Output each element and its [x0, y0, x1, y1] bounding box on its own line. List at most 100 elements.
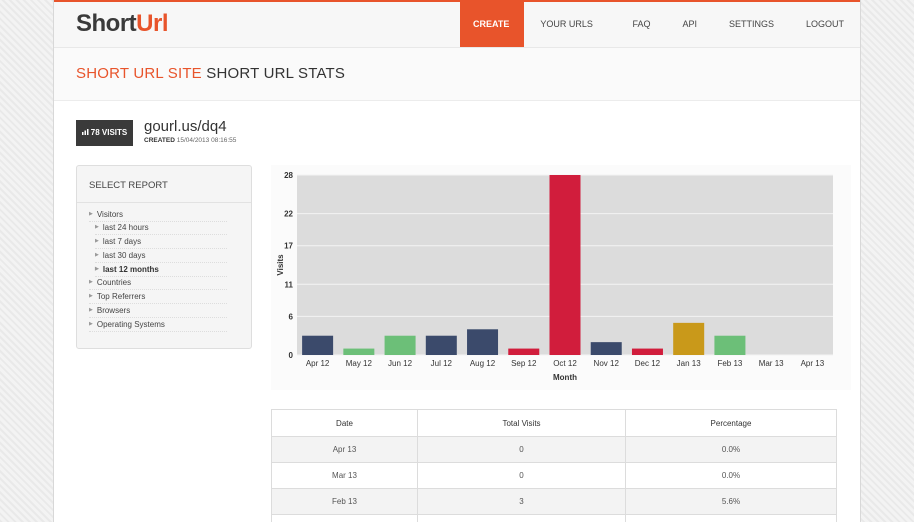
report-item-countries[interactable]: ▶ Countries — [89, 276, 227, 290]
table-cell: Apr 13 — [271, 436, 418, 463]
nav-logout[interactable]: LOGOUT — [805, 19, 844, 29]
x-axis-title: Month — [553, 373, 577, 382]
nav-settings[interactable]: SETTINGS — [728, 19, 774, 29]
y-tick-label: 17 — [284, 242, 293, 251]
report-item-label: Countries — [96, 278, 132, 287]
report-item-label: Visitors — [96, 210, 123, 219]
caret-right-icon: ▶ — [95, 252, 99, 259]
nav-your-urls-admin[interactable]: YOUR URLS (ADMIN) — [540, 19, 593, 74]
bar — [673, 322, 705, 355]
y-tick-label: 6 — [289, 312, 294, 321]
table-row: Mar 13 0 0.0% — [271, 462, 837, 489]
short-url-title: gourl.us/dq4 — [144, 118, 227, 135]
page-title-section: SHORT URL STATS — [206, 65, 346, 82]
x-tick-label: Aug 12 — [470, 359, 496, 368]
select-report-title: SELECT REPORT — [89, 180, 168, 191]
report-item-label: last 24 hours — [102, 223, 149, 232]
logo-part-1: Short — [76, 10, 137, 37]
y-tick-label: 28 — [284, 171, 293, 180]
column-header[interactable]: Percentage — [625, 409, 837, 437]
table-row: Feb 13 3 5.6% — [271, 488, 837, 515]
y-tick-label: 0 — [289, 351, 294, 360]
column-header[interactable]: Date — [271, 409, 418, 437]
x-tick-label: Mar 13 — [759, 359, 784, 368]
table-cell: Mar 13 — [271, 462, 418, 489]
visits-table: Date Total Visits Percentage Apr 13 0 0.0% Ma… — [271, 409, 837, 522]
bar — [343, 348, 375, 355]
table-cell: 0 — [417, 462, 626, 489]
x-tick-label: Jun 12 — [388, 359, 413, 368]
table-cell: 3 — [417, 488, 626, 515]
bar-chart-icon — [81, 120, 89, 146]
x-tick-label: Jul 12 — [431, 359, 453, 368]
report-item-last-12-months[interactable]: ▶ last 12 months — [95, 263, 227, 277]
select-report-panel: SELECT REPORT ▶ Visitors ▶ last 24 hours ▶ la… — [76, 165, 252, 349]
table-cell: 5 — [417, 514, 626, 522]
caret-right-icon: ▶ — [89, 307, 93, 314]
bar — [425, 335, 457, 355]
bar — [590, 342, 622, 355]
top-accent-line — [54, 0, 860, 2]
table-row: Jan 1359.3% — [271, 514, 837, 522]
report-item-label: Top Referrers — [96, 292, 146, 301]
bar — [467, 329, 499, 355]
page-title: SHORT URL SITE SHORT URL STATS — [76, 65, 345, 82]
report-item-label: last 7 days — [102, 237, 142, 246]
nav-api[interactable]: API — [682, 19, 697, 29]
report-item-visitors[interactable]: ▶ Visitors — [89, 208, 227, 222]
bar — [508, 348, 540, 355]
x-tick-label: Jan 13 — [677, 359, 702, 368]
caret-right-icon: ▶ — [95, 238, 99, 245]
column-header[interactable]: Total Visits — [417, 409, 626, 437]
x-tick-label: Apr 12 — [306, 359, 330, 368]
visits-badge: 78 VISITS — [76, 120, 133, 146]
nav-faq[interactable]: FAQ — [632, 19, 651, 29]
bar — [302, 335, 334, 355]
report-item-label: last 12 months — [102, 265, 159, 274]
bar — [384, 335, 416, 355]
y-tick-label: 11 — [285, 280, 294, 289]
page-title-site: SHORT URL SITE — [76, 65, 202, 82]
y-tick-label: 22 — [284, 210, 293, 219]
created-label: CREATED — [144, 137, 175, 144]
table-cell: 0 — [417, 436, 626, 463]
report-item-top-referrers[interactable]: ▶ Top Referrers — [89, 290, 227, 304]
x-tick-label: Sep 12 — [511, 359, 537, 368]
bar — [631, 348, 663, 355]
report-item-last-7-days[interactable]: ▶ last 7 days — [95, 235, 227, 249]
caret-right-icon: ▶ — [89, 279, 93, 286]
report-item-browsers[interactable]: ▶ Browsers — [89, 304, 227, 318]
x-tick-label: Feb 13 — [717, 359, 742, 368]
caret-right-icon: ▶ — [95, 266, 99, 273]
bar — [714, 335, 746, 355]
logo[interactable]: ShortUrl — [76, 10, 169, 38]
table-cell: 0.0% — [625, 462, 837, 489]
x-tick-label: Dec 12 — [635, 359, 661, 368]
table-cell: 0.0% — [625, 436, 837, 463]
caret-right-icon: ▶ — [89, 293, 93, 300]
y-axis-title: Visits — [276, 254, 285, 276]
table-cell: Jan 13 — [271, 514, 418, 522]
nav-create-url[interactable]: CREATE URL — [460, 2, 525, 74]
created-info: CREATED 15/04/2013 08:16:55 — [144, 137, 236, 144]
visits-chart-svg: 0 6 11 17 22 28 Apr 12 May 12 Jun 12 Jul 12 Aug 12… — [276, 171, 833, 382]
table-header-row: Date Total Visits Percentage — [271, 409, 837, 437]
report-item-operating-systems[interactable]: ▶ Operating Systems — [89, 318, 227, 332]
table-cell: 5.6% — [625, 488, 837, 515]
x-tick-label: May 12 — [346, 359, 373, 368]
created-value: 15/04/2013 08:16:55 — [176, 137, 237, 144]
table-row: Apr 13 0 0.0% — [271, 436, 837, 463]
report-item-last-30-days[interactable]: ▶ last 30 days — [95, 249, 227, 263]
x-tick-label: Nov 12 — [594, 359, 620, 368]
visits-chart: 0 6 11 17 22 28 Apr 12 May 12 Jun 12 Jul 12 Aug 12… — [271, 165, 851, 390]
logo-part-2: Url — [136, 10, 169, 37]
title-bar: SHORT URL SITE SHORT URL STATS — [54, 48, 860, 101]
table-cell: Feb 13 — [271, 488, 418, 515]
caret-right-icon: ▶ — [89, 211, 93, 218]
panel-divider — [77, 202, 251, 203]
header: ShortUrl CREATE URL YOUR URLS (ADMIN) FAQ A… — [54, 2, 860, 74]
report-item-last-24-hours[interactable]: ▶ last 24 hours — [95, 221, 227, 235]
caret-right-icon: ▶ — [95, 224, 99, 231]
report-item-label: last 30 days — [102, 251, 146, 260]
